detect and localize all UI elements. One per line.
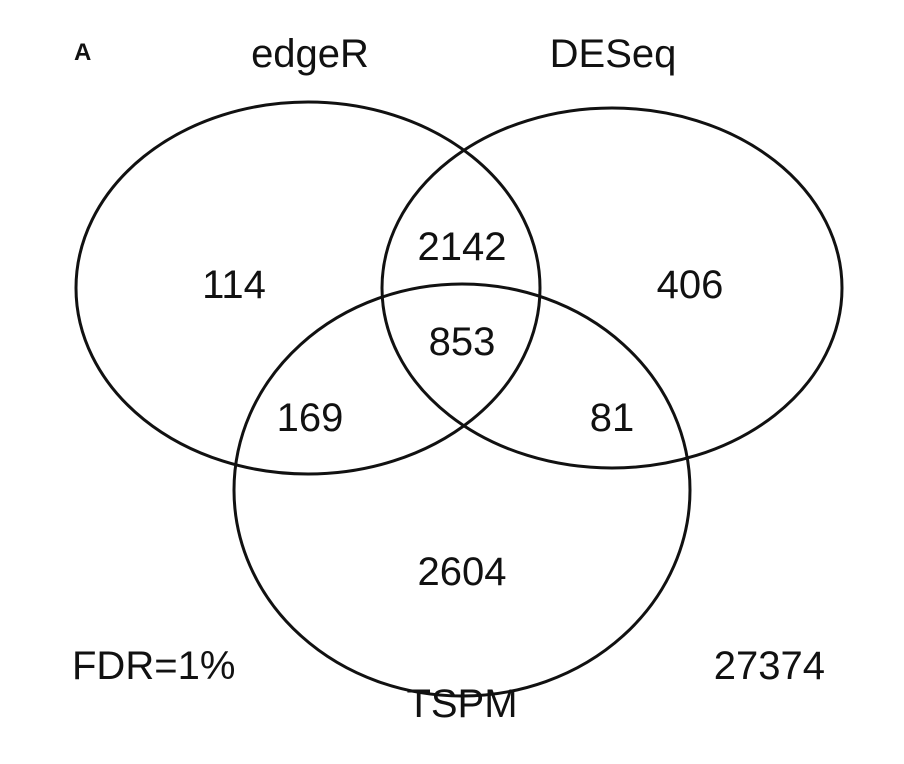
fdr-threshold-label: FDR=1% — [72, 644, 235, 688]
count-deseq-only: 406 — [657, 263, 724, 307]
count-all-three: 853 — [429, 320, 496, 364]
count-tspm-only: 2604 — [418, 550, 507, 594]
count-edger-deseq: 2142 — [418, 225, 507, 269]
set-label-edger: edgeR — [251, 32, 369, 76]
count-edger-tspm: 169 — [277, 396, 344, 440]
set-label-tspm: TSPM — [406, 682, 517, 726]
tspm-circle — [232, 282, 692, 698]
deseq-circle — [380, 106, 844, 470]
set-label-deseq: DESeq — [550, 32, 677, 76]
panel-label: A — [74, 39, 91, 66]
outside-count: 27374 — [714, 644, 825, 688]
edger-circle — [74, 100, 542, 476]
count-deseq-tspm: 81 — [590, 396, 635, 440]
count-edger-only: 114 — [202, 263, 266, 307]
